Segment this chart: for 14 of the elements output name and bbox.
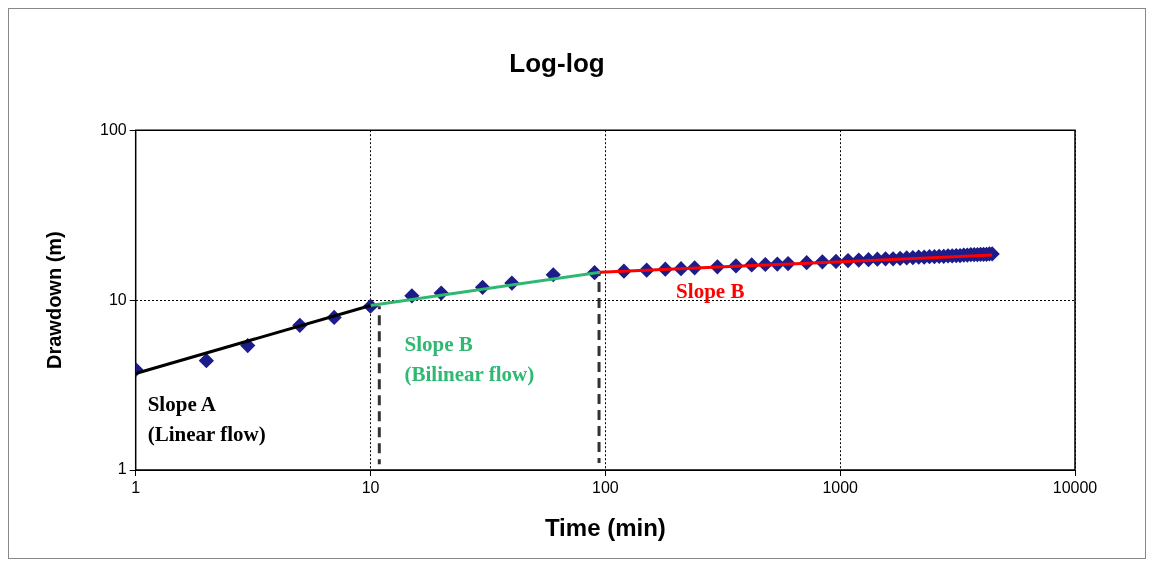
chart-title: Log-log xyxy=(509,47,605,78)
x-tick-label: 1000 xyxy=(822,479,859,497)
y-axis-title: Drawdown (m) xyxy=(42,231,65,369)
x-tick-label: 100 xyxy=(592,479,619,497)
x-tick-label: 1 xyxy=(131,479,141,497)
annotation: Slope A (Linear flow) xyxy=(147,391,266,446)
x-axis-title: Time (min) xyxy=(544,514,666,542)
x-tick-label: 10 xyxy=(361,479,380,497)
y-tick-label: 100 xyxy=(99,120,127,138)
y-tick-label: 10 xyxy=(108,290,127,308)
annotation: Slope B xyxy=(676,278,745,303)
x-tick-label: 10000 xyxy=(1052,479,1098,497)
annotation: Slope B (Bilinear flow) xyxy=(404,331,535,386)
y-tick-label: 1 xyxy=(117,460,127,478)
